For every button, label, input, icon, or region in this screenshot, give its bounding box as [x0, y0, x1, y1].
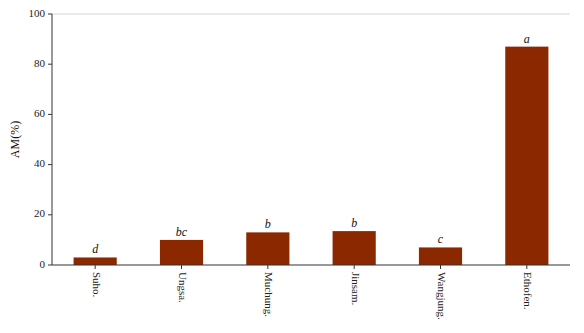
x-tick-label: Suho.: [91, 272, 103, 298]
significance-letter: d: [92, 242, 99, 256]
x-tick-label: Jinsam.: [350, 272, 362, 306]
x-axis-line: [52, 265, 570, 266]
bar: [505, 47, 548, 265]
significance-letter: c: [438, 232, 444, 246]
x-tick: [267, 265, 268, 269]
y-tick: [48, 64, 52, 65]
bar: [160, 240, 203, 265]
x-tick: [181, 265, 182, 269]
y-tick-label: 0: [40, 258, 46, 270]
y-tick: [48, 265, 52, 266]
x-tick: [526, 265, 527, 269]
x-tick-label: Wangjung.: [436, 272, 448, 320]
x-tick-label: Muchung.: [263, 272, 275, 317]
y-axis-label: AM(%): [8, 121, 22, 158]
significance-letter: b: [351, 216, 357, 230]
y-tick-label: 100: [29, 7, 46, 19]
significance-letter: a: [524, 32, 530, 46]
chart-container: 0 20 40 60 80 100 Suho. Ungsa. Muchung. Jinsam. Wa…: [0, 0, 584, 333]
significance-letter: bc: [176, 225, 188, 239]
bar: [74, 257, 117, 265]
y-axis-line: [52, 14, 53, 265]
y-tick-label: 20: [34, 207, 46, 219]
significance-letter: b: [265, 217, 271, 231]
bars: [74, 47, 549, 265]
y-tick: [48, 114, 52, 115]
y-tick: [48, 14, 52, 15]
y-tick-label: 60: [34, 107, 46, 119]
x-tick: [440, 265, 441, 269]
x-tick: [354, 265, 355, 269]
bar: [246, 232, 289, 265]
bar: [333, 231, 376, 265]
bar: [419, 247, 462, 265]
x-tick: [95, 265, 96, 269]
top-frame: [52, 14, 570, 15]
y-tick: [48, 164, 52, 165]
y-tick-label: 40: [34, 157, 46, 169]
x-tick-label: Ethofen.: [522, 272, 534, 310]
chart-svg: 0 20 40 60 80 100 Suho. Ungsa. Muchung. Jinsam. Wa…: [0, 0, 584, 333]
y-tick: [48, 214, 52, 215]
x-tick-label: Ungsa.: [177, 272, 189, 303]
y-tick-label: 80: [34, 57, 46, 69]
